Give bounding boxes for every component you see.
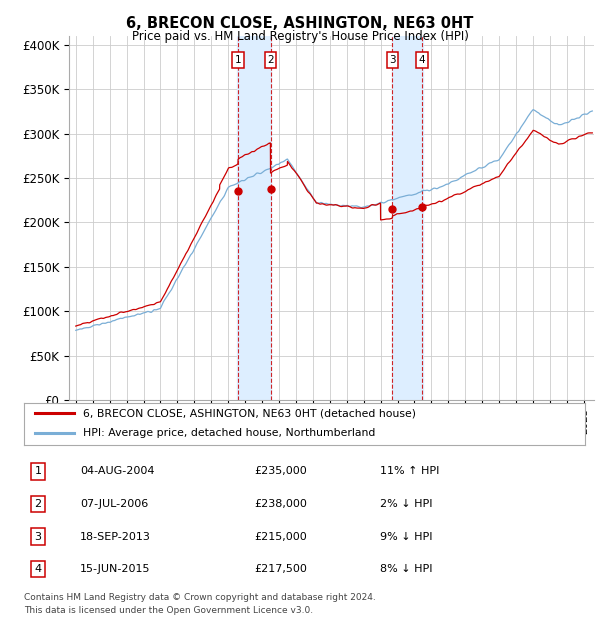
Text: 6, BRECON CLOSE, ASHINGTON, NE63 0HT: 6, BRECON CLOSE, ASHINGTON, NE63 0HT [127,16,473,31]
Text: 1: 1 [35,466,41,477]
Text: 2: 2 [34,499,41,509]
Text: 4: 4 [419,55,425,65]
Text: 2: 2 [267,55,274,65]
Bar [237,36,271,400]
Bar [392,36,423,400]
Text: 3: 3 [35,531,41,541]
Text: 11% ↑ HPI: 11% ↑ HPI [380,466,440,477]
Text: This data is licensed under the Open Government Licence v3.0.: This data is licensed under the Open Gov… [24,606,313,614]
Text: HPI: Average price, detached house, Northumberland: HPI: Average price, detached house, Nort… [83,428,375,438]
Text: £238,000: £238,000 [254,499,307,509]
Text: 15-JUN-2015: 15-JUN-2015 [80,564,151,574]
Text: 1: 1 [235,55,241,65]
Text: £235,000: £235,000 [254,466,307,477]
Text: 9% ↓ HPI: 9% ↓ HPI [380,531,433,541]
Text: 8% ↓ HPI: 8% ↓ HPI [380,564,433,574]
Text: 04-AUG-2004: 04-AUG-2004 [80,466,155,477]
Text: 6, BRECON CLOSE, ASHINGTON, NE63 0HT (detached house): 6, BRECON CLOSE, ASHINGTON, NE63 0HT (de… [83,408,416,418]
Text: £217,500: £217,500 [254,564,307,574]
Text: 18-SEP-2013: 18-SEP-2013 [80,531,151,541]
Text: 3: 3 [389,55,396,65]
Text: Contains HM Land Registry data © Crown copyright and database right 2024.: Contains HM Land Registry data © Crown c… [24,593,376,602]
Text: 07-JUL-2006: 07-JUL-2006 [80,499,148,509]
Text: 2% ↓ HPI: 2% ↓ HPI [380,499,433,509]
Text: Price paid vs. HM Land Registry's House Price Index (HPI): Price paid vs. HM Land Registry's House … [131,30,469,43]
Text: £215,000: £215,000 [254,531,307,541]
Text: 4: 4 [34,564,41,574]
